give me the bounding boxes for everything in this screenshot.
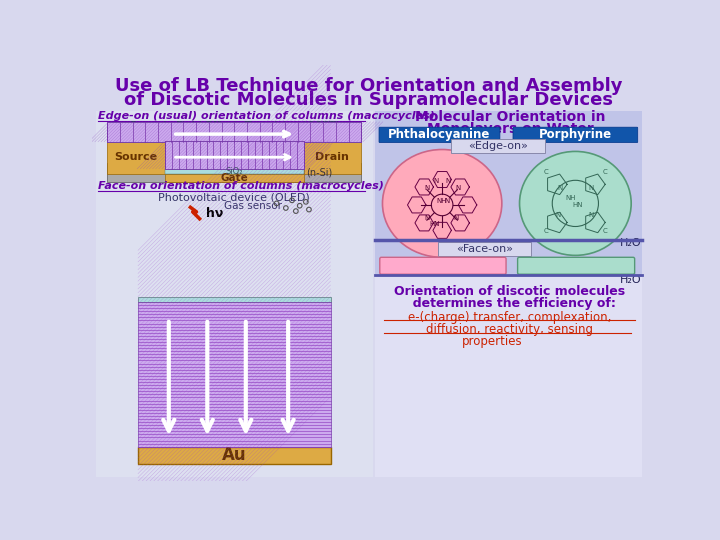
Text: N: N (454, 215, 459, 221)
FancyBboxPatch shape (107, 164, 361, 182)
FancyBboxPatch shape (379, 127, 500, 143)
Text: C: C (602, 169, 607, 175)
Text: properties: properties (462, 335, 522, 348)
Ellipse shape (520, 151, 631, 255)
Text: HN: HN (572, 202, 583, 208)
Text: N: N (455, 185, 460, 191)
Text: C: C (544, 228, 549, 234)
Text: NH: NH (437, 198, 447, 204)
FancyBboxPatch shape (451, 139, 545, 153)
Text: Use of LB Technique for Orientation and Assembly: Use of LB Technique for Orientation and … (115, 77, 623, 96)
Text: Phthalocyanine: Phthalocyanine (388, 129, 490, 141)
Text: Au: Au (222, 446, 246, 464)
FancyBboxPatch shape (138, 298, 330, 302)
Text: N: N (444, 198, 450, 204)
Text: H₂O: H₂O (620, 275, 642, 286)
FancyBboxPatch shape (165, 168, 304, 174)
Text: Organic Field Effect  Transistor (OFET): Organic Field Effect Transistor (OFET) (129, 122, 340, 131)
Text: H₂O: H₂O (620, 239, 642, 248)
Text: hν: hν (207, 207, 224, 220)
Text: (n-Si): (n-Si) (306, 167, 332, 178)
Text: Face-on orientation of columns (macrocycles): Face-on orientation of columns (macrocyc… (98, 181, 384, 192)
Text: N: N (588, 212, 593, 218)
Text: Monolayers on Water: Monolayers on Water (426, 122, 593, 136)
Text: N: N (424, 185, 429, 191)
Text: Photovoltaic device (OLED): Photovoltaic device (OLED) (158, 192, 310, 202)
Text: C: C (544, 169, 549, 175)
Text: N: N (556, 212, 561, 218)
FancyBboxPatch shape (107, 122, 361, 142)
FancyBboxPatch shape (518, 257, 634, 274)
Text: Orientation of discotic molecules: Orientation of discotic molecules (395, 286, 626, 299)
FancyBboxPatch shape (96, 111, 373, 477)
Text: Porphyrine: Porphyrine (539, 129, 612, 141)
Text: Gas sensor: Gas sensor (225, 201, 282, 212)
Text: Edge-on (usual) orientation of columns (macrocycles): Edge-on (usual) orientation of columns (… (98, 111, 435, 122)
FancyBboxPatch shape (438, 242, 531, 256)
Text: diffusion, reactivity, sensing: diffusion, reactivity, sensing (426, 323, 593, 336)
FancyBboxPatch shape (138, 447, 330, 464)
Text: HN: HN (429, 221, 440, 227)
Text: determines the efficiency of:: determines the efficiency of: (404, 297, 616, 310)
Text: Drain: Drain (315, 152, 349, 162)
Text: N: N (433, 178, 438, 184)
Text: Molecular Orientation in: Molecular Orientation in (415, 110, 606, 124)
Text: NH: NH (565, 194, 576, 200)
Text: Source: Source (114, 152, 157, 162)
Text: N: N (557, 185, 562, 191)
FancyBboxPatch shape (513, 127, 638, 143)
Text: C: C (602, 228, 607, 234)
FancyBboxPatch shape (138, 302, 330, 447)
Text: «Edge-on»: «Edge-on» (469, 141, 528, 151)
FancyBboxPatch shape (107, 142, 165, 174)
Text: «Face-on»: «Face-on» (456, 244, 513, 254)
Text: e-(charge) transfer, complexation,: e-(charge) transfer, complexation, (408, 311, 611, 324)
FancyBboxPatch shape (375, 276, 642, 477)
Text: N: N (424, 215, 429, 221)
FancyBboxPatch shape (379, 257, 506, 274)
FancyBboxPatch shape (375, 111, 642, 477)
Ellipse shape (382, 150, 502, 257)
FancyBboxPatch shape (165, 141, 304, 168)
Text: of Discotic Molecules in Supramolecular Devices: of Discotic Molecules in Supramolecular … (125, 91, 613, 109)
Text: N: N (446, 178, 451, 184)
Text: SiO₂: SiO₂ (225, 167, 243, 176)
FancyBboxPatch shape (304, 142, 361, 174)
Text: Gate: Gate (220, 173, 248, 183)
FancyBboxPatch shape (375, 111, 642, 288)
Text: N: N (588, 185, 593, 191)
FancyBboxPatch shape (165, 174, 304, 182)
